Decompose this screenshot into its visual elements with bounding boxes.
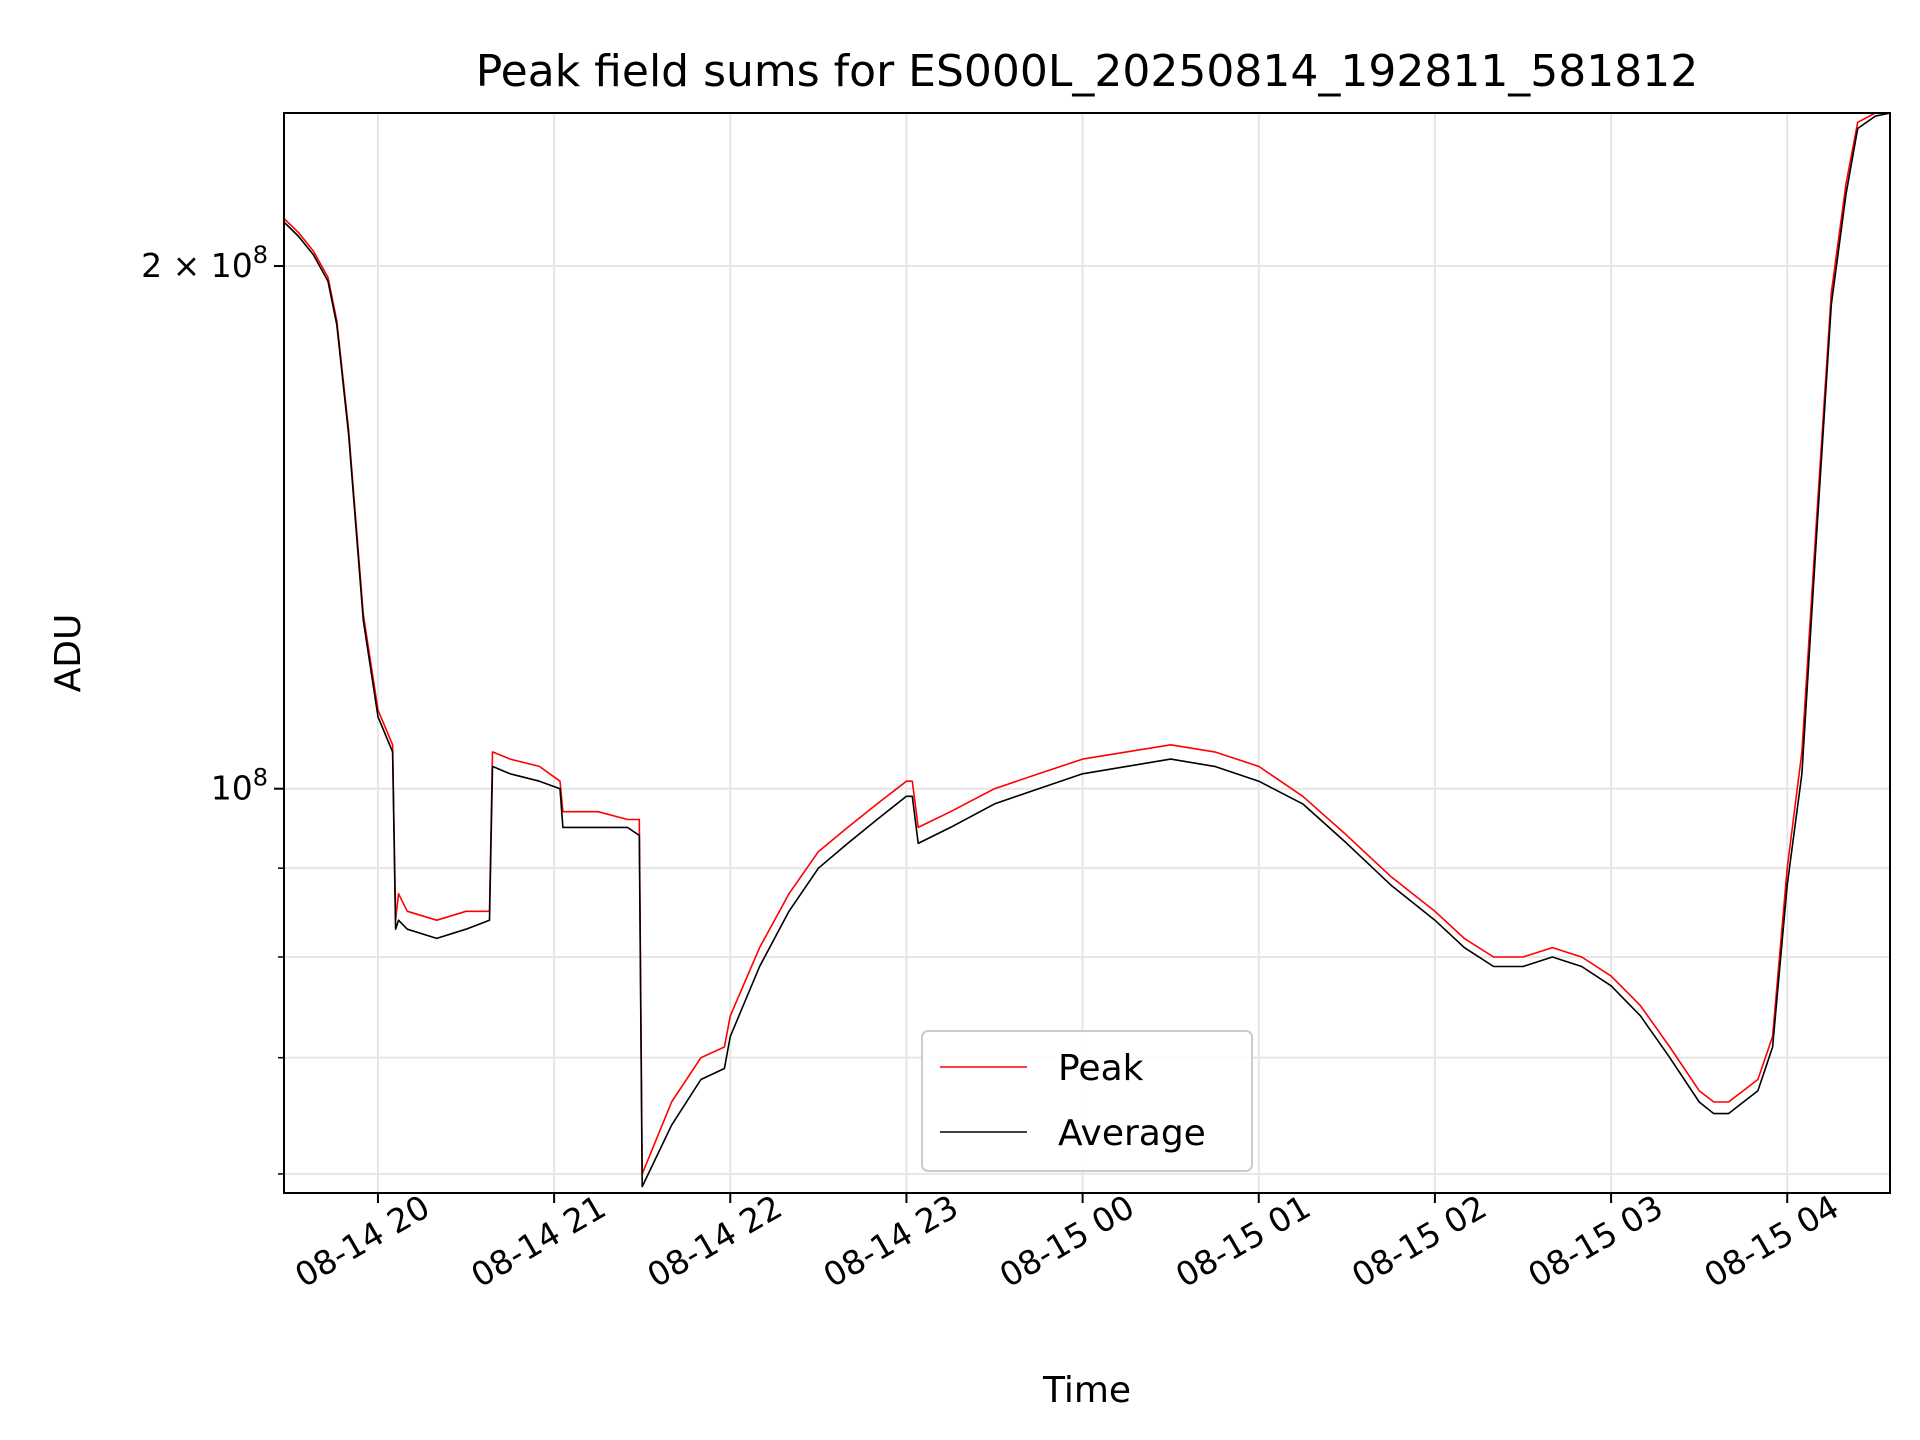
x-axis-label: Time <box>1042 1370 1131 1411</box>
legend-label-peak: Peak <box>1058 1048 1144 1089</box>
plot-frame <box>283 112 1891 1194</box>
y-axis-label: ADU <box>48 614 89 693</box>
series-line-average <box>284 113 1890 1188</box>
legend: Peak Average <box>921 1030 1253 1172</box>
legend-label-average: Average <box>1058 1113 1206 1154</box>
series-line-peak <box>284 113 1890 1175</box>
legend-box <box>921 1030 1253 1172</box>
series-layer <box>284 113 1890 1188</box>
chart-title: Peak field sums for ES000L_20250814_1928… <box>476 46 1699 97</box>
y-tick-label: 2 × 108 <box>141 241 268 285</box>
y-tick-label: 108 <box>211 764 268 808</box>
